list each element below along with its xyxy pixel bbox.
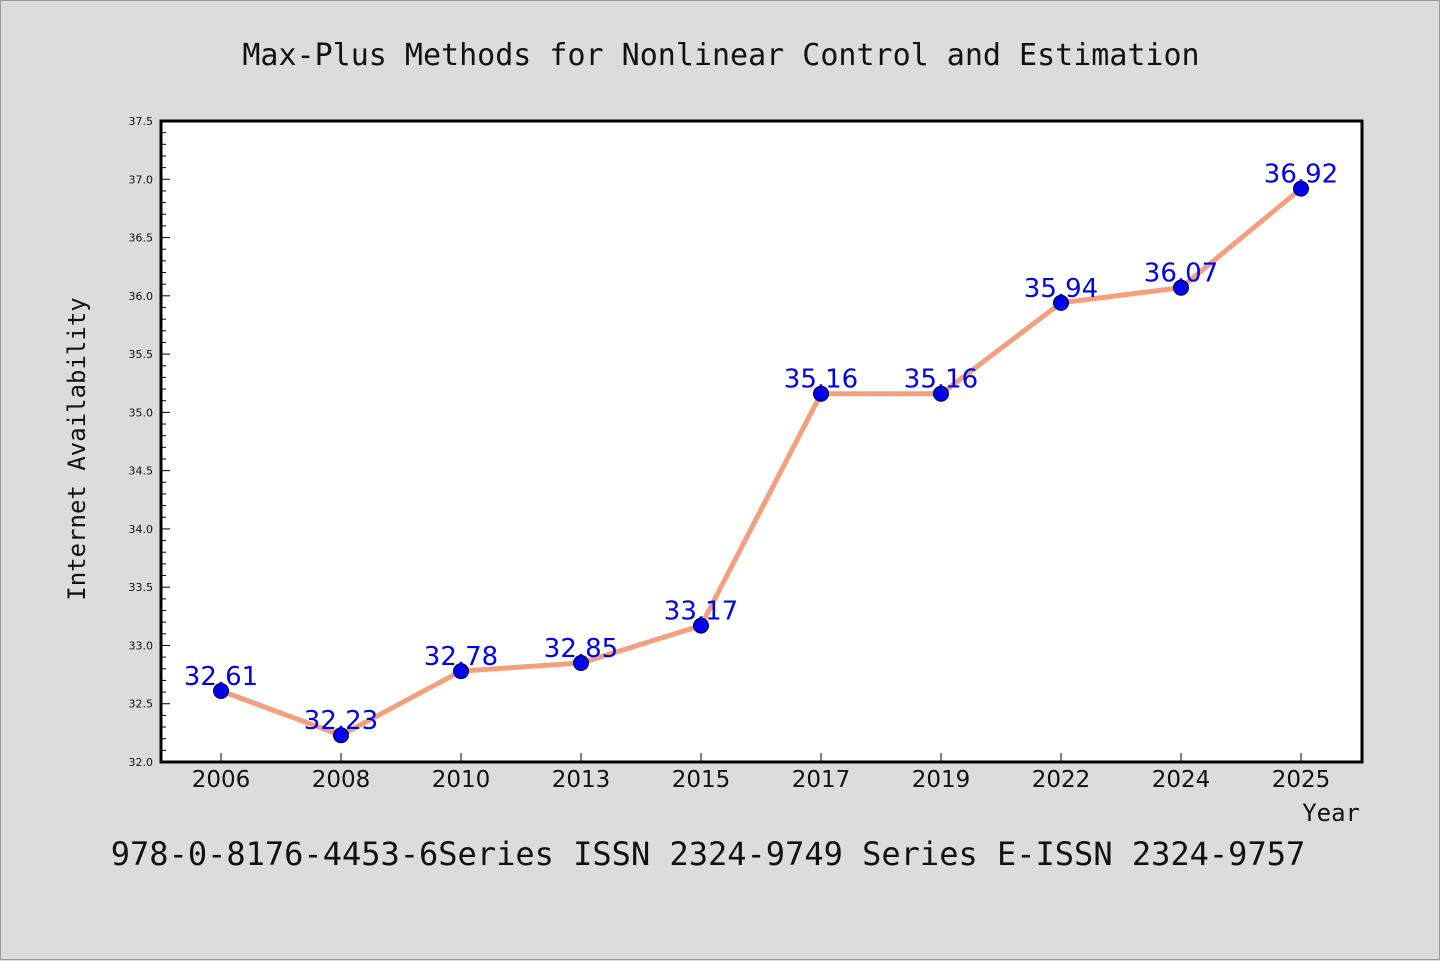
x-tick-label: 2019 bbox=[912, 767, 971, 793]
data-label: 32.23 bbox=[304, 706, 378, 736]
y-tick-label: 34.0 bbox=[129, 523, 154, 536]
data-point bbox=[1053, 294, 1069, 311]
data-label: 32.78 bbox=[424, 642, 498, 672]
x-tick-label: 2024 bbox=[1152, 767, 1211, 793]
data-label: 36.92 bbox=[1264, 160, 1338, 190]
y-tick-label: 37.0 bbox=[129, 173, 154, 186]
data-point bbox=[933, 385, 949, 402]
data-point bbox=[693, 617, 709, 634]
series-markers bbox=[213, 180, 1309, 744]
chart-title: Max-Plus Methods for Nonlinear Control a… bbox=[242, 38, 1199, 73]
x-tick-label: 2010 bbox=[432, 767, 491, 793]
data-label: 32.85 bbox=[544, 634, 618, 664]
data-point bbox=[1173, 279, 1189, 296]
x-axis-title: Year bbox=[1302, 799, 1360, 827]
data-point bbox=[1293, 180, 1309, 197]
series-path bbox=[218, 186, 1304, 738]
x-tick-label: 2022 bbox=[1032, 767, 1091, 793]
x-tick-label: 2013 bbox=[552, 767, 611, 793]
y-tick-label: 35.5 bbox=[129, 348, 154, 361]
x-tick-label: 2017 bbox=[792, 767, 851, 793]
y-tick-label: 33.0 bbox=[129, 639, 154, 652]
y-tick-label: 36.5 bbox=[129, 232, 154, 245]
y-axis-tick-labels: 32.0 32.5 33.0 33.5 34.0 34.5 35.0 35.5 36.0 36.5… bbox=[129, 115, 154, 769]
x-tick-label: 2025 bbox=[1272, 767, 1331, 793]
data-point bbox=[213, 682, 229, 699]
data-label: 32.61 bbox=[184, 662, 258, 692]
data-label: 35.16 bbox=[904, 365, 978, 395]
y-tick-label: 35.0 bbox=[129, 406, 154, 419]
y-tick-label: 32.0 bbox=[129, 756, 154, 769]
data-label: 36.07 bbox=[1144, 259, 1218, 289]
y-tick-label: 33.5 bbox=[129, 581, 154, 594]
x-axis-tick-labels: 2006 2008 2010 2013 2015 2017 2019 2022 2024 2025 bbox=[192, 767, 1331, 793]
data-label: 33.17 bbox=[664, 597, 738, 627]
x-tick-label: 2006 bbox=[192, 767, 251, 793]
x-tick-label: 2015 bbox=[672, 767, 731, 793]
data-point bbox=[573, 654, 589, 671]
data-labels: 32.61 32.23 32.78 32.85 33.17 35.16 35.16 35.94… bbox=[184, 160, 1338, 737]
plot-border bbox=[159, 119, 1364, 764]
data-label: 35.94 bbox=[1024, 274, 1098, 304]
y-tick-label: 36.0 bbox=[129, 290, 154, 303]
data-point bbox=[333, 727, 349, 744]
data-point bbox=[453, 663, 469, 680]
series-line bbox=[218, 186, 1304, 738]
x-tick-label: 2008 bbox=[312, 767, 371, 793]
data-label: 35.16 bbox=[784, 365, 858, 395]
plot-area bbox=[161, 121, 1362, 762]
y-axis-title: Internet Availability bbox=[63, 297, 91, 600]
y-tick-label: 32.5 bbox=[129, 698, 154, 711]
y-tick-label: 34.5 bbox=[129, 465, 154, 478]
footer-isbn-issn: 978-0-8176-4453-6Series ISSN 2324-9749 S… bbox=[111, 835, 1305, 873]
y-tick-label: 37.5 bbox=[129, 115, 154, 128]
data-point bbox=[813, 385, 829, 402]
